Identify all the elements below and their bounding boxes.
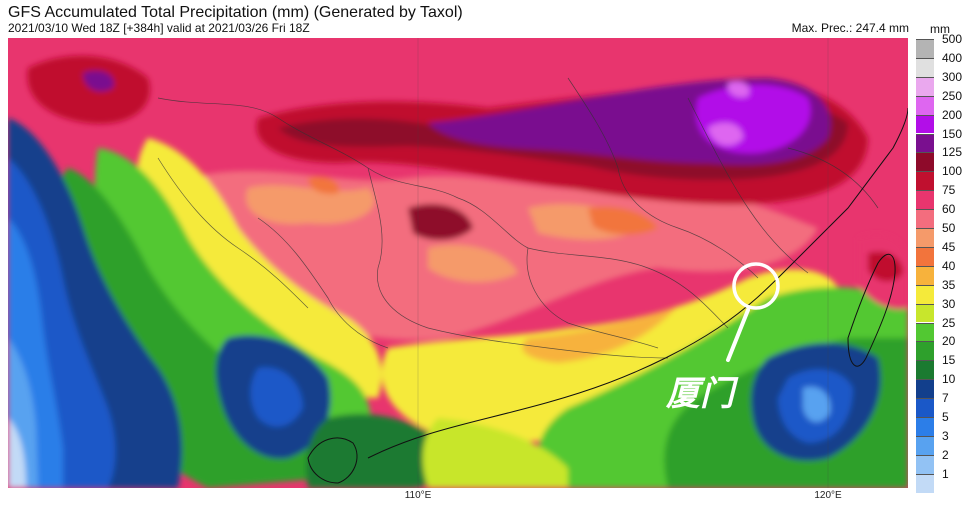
legend-swatch [916, 341, 934, 361]
legend-label: 15 [942, 353, 956, 368]
legend-swatch [916, 190, 934, 210]
legend-color-bar: 500 400 300 250 200 150 125 100 75 60 50 45 40 35 30 25… [916, 32, 962, 493]
precip-zone-50-patches [246, 185, 649, 283]
legend-swatch [916, 57, 934, 77]
map-title: GFS Accumulated Total Precipitation (mm)… [8, 4, 463, 21]
precip-zone-30-south [422, 418, 568, 488]
legend-swatch [916, 398, 934, 417]
precipitation-map: 厦门 [8, 38, 908, 488]
color-legend: mm 500 400 300 250 200 150 125 100 75 60 50 45 40 35 3… [916, 22, 975, 493]
legend-label: 1 [942, 466, 949, 481]
legend-swatch [916, 360, 934, 380]
legend-label: 20 [942, 334, 956, 349]
legend-label: 10 [942, 372, 956, 387]
valid-time-subtitle: 2021/03/10 Wed 18Z [+384h] valid at 2021… [8, 21, 310, 35]
legend-swatch [916, 76, 934, 96]
legend-label: 50 [942, 221, 956, 235]
precip-zone-1-west [8, 418, 26, 488]
legend-label: 300 [942, 69, 963, 84]
header: GFS Accumulated Total Precipitation (mm)… [0, 0, 975, 38]
legend-label: 60 [942, 202, 956, 217]
legend-label: 400 [942, 50, 963, 65]
legend-label: 75 [942, 183, 956, 198]
legend-swatch [916, 303, 934, 323]
legend-swatch [916, 246, 934, 266]
legend-swatch [916, 209, 934, 228]
legend-swatch [916, 95, 934, 115]
legend-swatch [916, 435, 934, 455]
legend-label: 250 [942, 88, 963, 103]
legend-label: 35 [942, 277, 956, 292]
xiamen-label: 厦门 [665, 374, 739, 414]
coastline [307, 107, 908, 484]
legend-swatch [916, 152, 934, 172]
legend-swatch [916, 133, 934, 153]
legend-label: 7 [942, 391, 949, 406]
legend-swatch [916, 284, 934, 304]
precip-zone-125-center [408, 204, 473, 240]
xiamen-highlight-circle [732, 262, 780, 310]
xiamen-annotation: 厦门 [665, 262, 780, 414]
legend-label: 5 [942, 410, 949, 424]
legend-label: 30 [942, 296, 956, 311]
legend-swatch [916, 228, 934, 247]
precip-zone-3-southeast [803, 386, 831, 423]
legend-label: 40 [942, 258, 956, 273]
graticule [417, 38, 829, 488]
legend-label: 125 [942, 145, 963, 160]
legend-label: 200 [942, 107, 963, 122]
legend-swatch [916, 417, 934, 436]
province-borders [157, 77, 879, 359]
longitude-tick: 110°E [404, 490, 432, 501]
precip-zone-35-coast [381, 269, 838, 442]
legend-unit: mm [930, 22, 950, 36]
legend-label: 3 [942, 428, 949, 443]
legend-swatch [916, 39, 934, 58]
legend-swatch [916, 379, 934, 399]
legend-swatch [916, 171, 934, 191]
legend-label: 150 [942, 126, 963, 141]
legend-label: 25 [942, 315, 956, 330]
precip-zone-15-south [306, 414, 448, 488]
xiamen-pointer-line [726, 308, 750, 362]
legend-label: 2 [942, 447, 949, 462]
precip-zone-40-coast [522, 306, 678, 363]
precip-zone-7-south [250, 367, 303, 427]
precip-zone-35-west [137, 138, 382, 398]
legend-label: 500 [942, 32, 963, 46]
legend-swatch [916, 265, 934, 285]
legend-label: 100 [942, 164, 963, 179]
precip-zone-100-northwest [27, 55, 150, 124]
max-precipitation-label: Max. Prec.: 247.4 mm [791, 21, 909, 35]
legend-swatch [916, 322, 934, 342]
precip-zone-45-patches [308, 176, 658, 235]
precip-zone-150-northwest [83, 70, 114, 92]
longitude-tick: 120°E [814, 490, 842, 501]
legend-swatch [916, 114, 934, 134]
legend-swatch [916, 473, 934, 493]
precip-zone-250-core [708, 81, 750, 146]
legend-label: 45 [942, 239, 956, 254]
longitude-axis: 110°E 120°E [8, 488, 908, 510]
legend-swatch [916, 454, 934, 474]
